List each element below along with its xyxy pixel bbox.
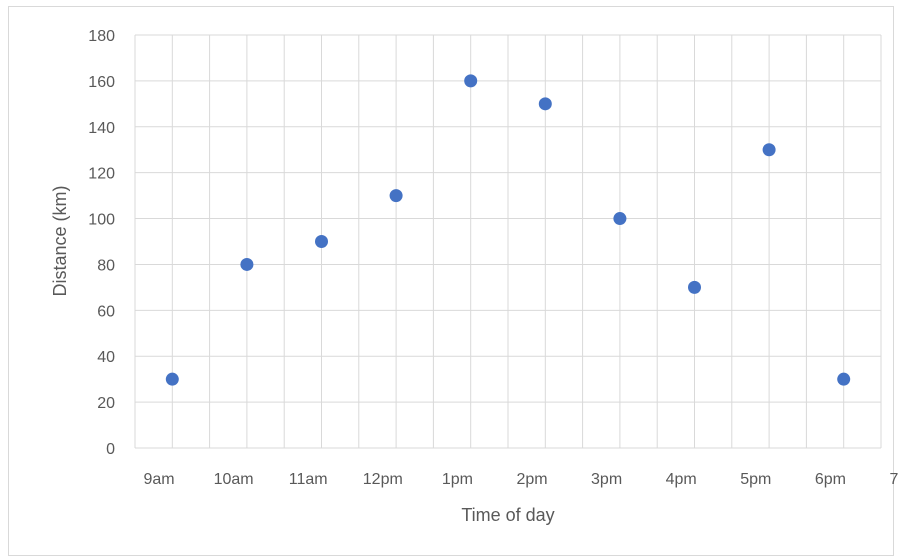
y-tick-label: 180 — [88, 28, 115, 45]
x-axis-title: Time of day — [461, 505, 554, 525]
data-point — [389, 189, 403, 203]
y-tick-label: 140 — [88, 120, 115, 137]
y-tick-label: 20 — [97, 395, 115, 412]
data-point — [837, 372, 851, 386]
y-tick-label: 80 — [97, 257, 115, 274]
y-tick-label: 40 — [97, 349, 115, 366]
x-tick-label: 6pm — [815, 471, 846, 488]
x-tick-label: 5pm — [740, 471, 771, 488]
y-tick-label: 120 — [88, 166, 115, 183]
x-tick-label: 3pm — [591, 471, 622, 488]
grid-lines — [134, 34, 882, 449]
data-point — [613, 212, 627, 226]
x-tick-label: 10am — [214, 471, 254, 488]
y-tick-label: 100 — [88, 212, 115, 229]
data-points — [165, 74, 851, 386]
y-tick-label: 0 — [106, 441, 115, 458]
y-tick-label: 160 — [88, 74, 115, 91]
data-point — [688, 280, 701, 294]
chart-frame — [8, 6, 894, 556]
data-point — [165, 372, 179, 386]
y-axis-title: Distance (km) — [50, 185, 70, 296]
x-tick-label: 1pm — [442, 471, 473, 488]
data-point — [464, 74, 478, 88]
data-point — [315, 235, 328, 248]
x-tick-label: 7pm — [889, 471, 898, 488]
data-point — [762, 143, 776, 157]
x-tick-label: 12pm — [363, 471, 403, 488]
x-tick-label: 4pm — [666, 471, 697, 488]
x-tick-label: 11am — [289, 471, 328, 488]
data-point — [538, 97, 552, 111]
data-point — [240, 257, 254, 271]
x-axis-ticks: 9am 10am 11am 12pm 1pm 2pm 3pm 4pm 5pm 6pm 7pm — [143, 471, 898, 488]
y-axis-ticks: 0 20 40 60 80 100 120 140 160 180 — [88, 28, 115, 458]
x-tick-label: 2pm — [516, 471, 547, 488]
x-tick-label: 9am — [143, 471, 174, 488]
y-tick-label: 60 — [97, 303, 115, 320]
